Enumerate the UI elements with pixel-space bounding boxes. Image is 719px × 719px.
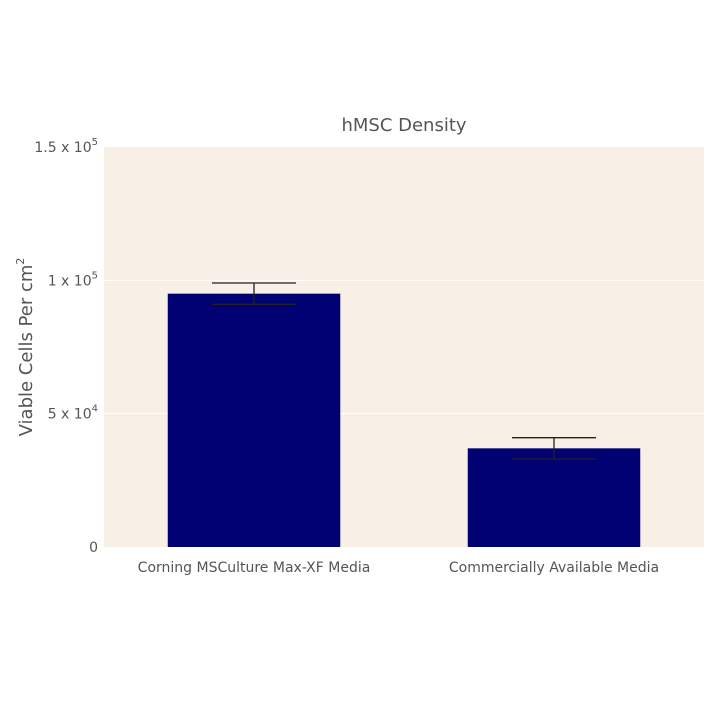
y-tick-label-1: 5 x 104 — [48, 404, 98, 423]
y-tick-label-0: 0 — [89, 540, 98, 556]
error-bar-1 — [512, 437, 596, 460]
bars — [167, 293, 641, 547]
x-tick-label-1: Commercially Available Media — [449, 560, 659, 576]
bar-1 — [467, 448, 641, 547]
error-bars — [212, 282, 596, 460]
y-axis-label: Viable Cells Per cm2 — [14, 258, 37, 437]
y-tick-label-3: 1.5 x 105 — [34, 137, 98, 156]
chart-title: hMSC Density — [341, 115, 466, 136]
error-bar-0 — [212, 282, 296, 305]
y-tick-labels: 0 5 x 104 1 x 105 1.5 x 105 — [34, 137, 98, 556]
x-tick-label-0: Corning MSCulture Max-XF Media — [138, 560, 371, 576]
x-tick-labels: Corning MSCulture Max-XF Media Commercial… — [138, 560, 659, 576]
y-axis-label-text: Viable Cells Per cm — [16, 265, 37, 437]
y-tick-label-2: 1 x 105 — [48, 270, 98, 289]
bar-0 — [167, 293, 341, 547]
y-axis-label-superscript: 2 — [14, 258, 27, 265]
